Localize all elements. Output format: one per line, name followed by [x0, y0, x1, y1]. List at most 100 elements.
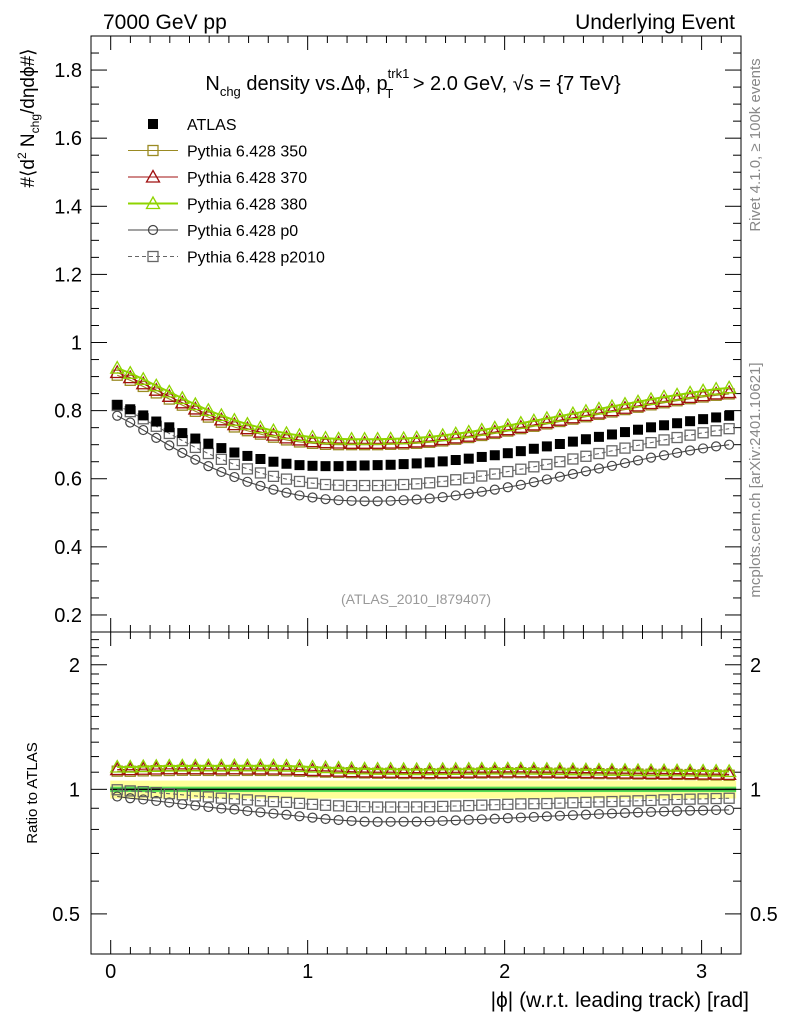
ratio-point — [398, 816, 409, 827]
legend: ATLAS Pythia 6.428 350 Pythia 6.428 370 Pyt… — [128, 117, 325, 267]
ratio-point — [111, 784, 123, 796]
data-point — [203, 461, 214, 472]
ratio-point — [710, 792, 722, 805]
data-point — [567, 468, 579, 480]
data-point — [294, 490, 305, 501]
ratio-point — [346, 815, 357, 827]
data-point — [682, 389, 698, 403]
x-tick-label: 2 — [499, 961, 510, 983]
data-point — [552, 412, 568, 426]
data-point — [437, 475, 449, 488]
data-point — [112, 399, 123, 410]
ratio-point — [124, 785, 136, 797]
data-point — [174, 390, 190, 405]
data-point — [317, 434, 334, 449]
data-point — [411, 494, 422, 505]
ratio-point — [291, 758, 308, 773]
ratio-point — [435, 764, 451, 779]
data-point — [645, 452, 657, 463]
ratio-point — [330, 763, 347, 777]
ratio-point — [369, 764, 386, 778]
ratio-point — [437, 800, 449, 813]
ratio-point — [476, 767, 488, 779]
data-point — [384, 479, 397, 491]
legend-item: ATLAS — [148, 117, 237, 134]
y-tick-label: 0.2 — [54, 605, 82, 627]
ratio-point — [161, 760, 177, 775]
data-point — [604, 398, 620, 413]
data-point — [109, 364, 125, 379]
data-point — [669, 387, 685, 401]
legend-label: Pythia 6.428 380 — [187, 197, 307, 214]
ratio-point — [345, 800, 358, 813]
x-axis-label: |ϕ| (w.r.t. leading track) [rad] — [491, 989, 749, 1012]
data-point — [721, 379, 737, 394]
data-point — [409, 434, 425, 448]
y-tick-label: 0.8 — [54, 401, 82, 423]
ratio-point — [697, 769, 709, 781]
ratio-point — [463, 767, 475, 779]
data-point — [255, 480, 266, 491]
data-point — [710, 425, 722, 437]
data-point — [177, 447, 188, 458]
ratio-point — [307, 812, 318, 823]
data-point — [294, 460, 305, 471]
data-point — [489, 484, 500, 495]
ratio-point — [489, 767, 501, 779]
data-point — [424, 457, 435, 468]
data-point — [659, 420, 670, 431]
ratio-series-pythia-6-428-380 — [109, 757, 737, 778]
data-point — [487, 424, 503, 438]
ratio-point — [187, 758, 203, 772]
ratio-point — [463, 799, 475, 812]
data-point — [307, 460, 318, 471]
ratio-point — [619, 795, 631, 807]
data-point — [500, 417, 516, 432]
ratio-point — [682, 765, 698, 780]
data-point — [161, 388, 177, 402]
legend-marker — [147, 224, 159, 236]
data-point — [187, 401, 203, 415]
ratio-point — [215, 792, 228, 804]
data-point — [265, 422, 282, 437]
ratio-point — [319, 799, 332, 811]
data-point — [281, 487, 292, 498]
ratio-point — [461, 761, 477, 775]
data-point — [356, 431, 373, 445]
legend-label: Pythia 6.428 350 — [187, 144, 307, 161]
ratio-line — [117, 764, 730, 773]
data-point — [280, 473, 293, 485]
series-pythia-6-428-380 — [109, 360, 737, 445]
data-point — [372, 496, 383, 507]
data-point — [343, 431, 360, 445]
ratio-point — [463, 814, 474, 825]
plot-title: Nchg density vs.Δϕ, ptrk1 T > 2.0 GeV, √s… — [205, 66, 621, 101]
data-point — [697, 427, 709, 439]
ratio-point — [591, 762, 607, 776]
data-point — [489, 450, 500, 461]
ratio-point — [320, 813, 331, 825]
ratio-point — [330, 760, 347, 774]
ratio-point — [450, 800, 462, 812]
ratio-tick-label-right: 2 — [750, 655, 761, 677]
ratio-point — [176, 789, 188, 801]
data-point — [372, 460, 383, 471]
data-point — [125, 404, 136, 415]
data-point — [698, 443, 709, 454]
ratio-point — [567, 810, 579, 821]
data-point — [242, 476, 253, 487]
ratio-point — [710, 769, 722, 781]
ratio-point — [565, 764, 581, 779]
data-point — [708, 386, 724, 400]
data-point — [383, 435, 399, 449]
data-point — [698, 414, 709, 425]
ratio-point — [267, 795, 280, 808]
data-point — [190, 433, 201, 444]
y-tick-label: 1 — [71, 333, 82, 355]
data-point — [539, 414, 555, 429]
data-point — [685, 416, 696, 427]
legend-marker — [148, 119, 158, 129]
data-point — [122, 365, 138, 379]
ratio-point — [385, 816, 396, 827]
